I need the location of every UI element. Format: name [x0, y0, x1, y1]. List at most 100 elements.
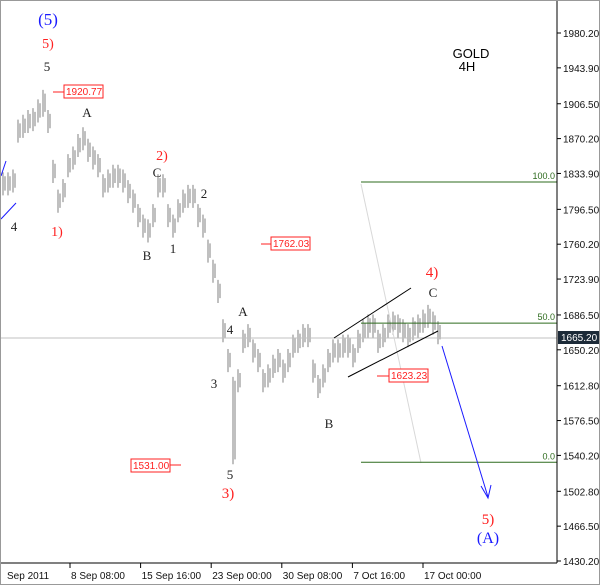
- chart-title: GOLD: [453, 46, 490, 61]
- bars-group: [2, 89, 441, 465]
- y-tick-label: 1502.80: [563, 487, 600, 498]
- y-tick-label: 1943.90: [563, 64, 600, 75]
- y-tick-label: 1576.50: [563, 417, 600, 428]
- time-axis: Sep 2011 8 Sep 08:00 15 Sep 16:00 23 Sep 00…: [7, 563, 482, 582]
- x-tick-label: 30 Sep 08:00: [283, 571, 343, 582]
- wave-label: 3: [211, 376, 218, 391]
- ohlc-bar: [187, 184, 191, 208]
- ohlc-bar: [357, 329, 361, 353]
- ohlc-bar: [152, 204, 156, 228]
- ohlc-bar: [27, 109, 31, 134]
- x-tick-label: 23 Sep 00:00: [212, 571, 272, 582]
- chart-timeframe: 4H: [459, 59, 476, 74]
- ohlc-bar: [207, 239, 211, 263]
- y-tick-label: 1686.50: [563, 311, 600, 322]
- svg-text:1920.77: 1920.77: [66, 87, 103, 98]
- ohlc-bar: [322, 364, 326, 388]
- ohlc-bar: [367, 314, 371, 338]
- y-tick-label: 1870.20: [563, 135, 600, 146]
- ohlc-bar: [337, 339, 341, 363]
- fib-levels: 100.0 50.0 0.0: [361, 171, 557, 463]
- ohlc-bar: [437, 321, 441, 345]
- fib-level-label: 0.0: [542, 451, 555, 461]
- ohlc-bar: [352, 344, 356, 368]
- ohlc-bar: [377, 329, 381, 353]
- ohlc-bar: [122, 169, 126, 193]
- y-tick-label: 1540.20: [563, 451, 600, 462]
- ohlc-bar: [77, 133, 81, 158]
- ohlc-bar: [167, 204, 171, 228]
- y-tick-label: 1796.50: [563, 205, 600, 216]
- ohlc-bar: [82, 127, 86, 151]
- ohlc-bar: [237, 369, 241, 393]
- x-tick-label: Sep 2011: [7, 571, 50, 582]
- channel-lower-line: [347, 330, 439, 378]
- svg-text:1623.23: 1623.23: [391, 371, 428, 382]
- x-tick-label: 17 Oct 00:00: [424, 571, 482, 582]
- wave-label: A: [238, 304, 248, 319]
- svg-text:1531.00: 1531.00: [133, 461, 170, 472]
- ohlc-bar: [427, 304, 431, 328]
- ohlc-bar: [7, 172, 11, 196]
- ohlc-bar: [17, 119, 21, 143]
- x-tick-label: 8 Sep 08:00: [71, 571, 125, 582]
- x-tick-label: 7 Oct 16:00: [353, 571, 405, 582]
- ohlc-bar: [222, 319, 226, 343]
- ohlc-bar: [212, 259, 216, 283]
- ohlc-bar: [317, 374, 321, 398]
- ohlc-bar: [62, 179, 66, 203]
- ohlc-bar: [172, 214, 176, 238]
- wave-label: C: [429, 285, 438, 300]
- ohlc-bar: [57, 189, 61, 213]
- ohlc-bar: [32, 108, 36, 132]
- ohlc-bar: [72, 146, 76, 170]
- ohlc-bar: [282, 359, 286, 383]
- fib-level-label: 100.0: [532, 171, 555, 181]
- wave-label: 5: [227, 467, 234, 482]
- ohlc-bar: [307, 324, 311, 348]
- ohlc-bar: [217, 279, 221, 303]
- ohlc-bar: [372, 314, 376, 338]
- ohlc-bar: [182, 189, 186, 213]
- ohlc-bar: [407, 324, 411, 348]
- ohlc-bar: [112, 164, 116, 188]
- wave-label: 2: [201, 186, 208, 201]
- ohlc-bar: [287, 349, 291, 373]
- y-tick-label: 1980.20: [563, 29, 600, 40]
- wave-label: 5): [42, 37, 54, 52]
- y-tick-label: 1833.90: [563, 169, 600, 180]
- ohlc-bar: [162, 174, 166, 198]
- ohlc-bar: [67, 154, 71, 178]
- y-tick-label: 1650.20: [563, 346, 600, 357]
- ohlc-bar: [417, 314, 421, 338]
- ohlc-bar: [107, 169, 111, 193]
- ohlc-bar: [242, 329, 246, 353]
- ohlc-bar: [227, 349, 231, 373]
- wave-label: (A): [477, 530, 499, 547]
- x-tick-label: 15 Sep 16:00: [142, 571, 202, 582]
- wave-label: 1: [170, 241, 177, 256]
- ohlc-bar: [2, 172, 6, 196]
- ohlc-bar: [102, 174, 106, 198]
- price-label-1920: 1920.77: [53, 84, 104, 99]
- y-tick-label: 1612.80: [563, 382, 600, 393]
- ohlc-bar: [272, 354, 276, 378]
- ohlc-bar: [52, 159, 56, 183]
- ohlc-bar: [177, 199, 181, 223]
- wave-label: B: [325, 416, 334, 431]
- y-tick-label: 1906.50: [563, 100, 600, 111]
- wave-label: C: [153, 165, 162, 180]
- projection-arrow-head-icon: [480, 484, 492, 500]
- wave-label: 4: [227, 322, 234, 337]
- wave-label: B: [143, 248, 152, 263]
- ohlc-bar: [397, 314, 401, 338]
- wave-label: 4): [426, 265, 439, 281]
- blue-trendline-b: [1, 202, 17, 220]
- fib-level-label: 50.0: [537, 312, 555, 322]
- ohlc-bar: [257, 349, 261, 373]
- ohlc-bar: [262, 369, 266, 393]
- wave-label: (5): [38, 10, 58, 29]
- y-tick-label: 1466.50: [563, 522, 600, 533]
- ohlc-bar: [137, 204, 141, 228]
